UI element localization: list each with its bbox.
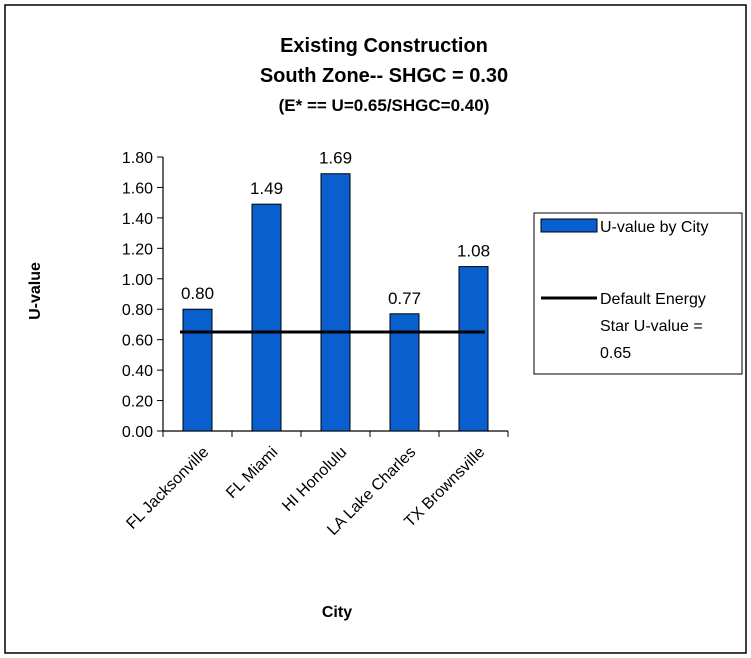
y-tick-label: 0.20 bbox=[122, 394, 153, 411]
y-tick-label: 1.80 bbox=[122, 150, 153, 167]
y-tick-label: 1.60 bbox=[122, 180, 153, 197]
bar bbox=[458, 266, 489, 432]
y-axis-title: U-value bbox=[27, 262, 44, 320]
y-tick-label: 1.20 bbox=[122, 241, 153, 258]
legend-label-reference-3: 0.65 bbox=[600, 345, 631, 362]
legend: U-value by City Default Energy Star U-va… bbox=[533, 212, 743, 375]
legend-swatch-bar bbox=[540, 218, 598, 233]
y-tick-label: 0.80 bbox=[122, 302, 153, 319]
y-tick-label: 0.40 bbox=[122, 363, 153, 380]
bar bbox=[251, 203, 282, 432]
y-tick-label: 0.60 bbox=[122, 333, 153, 350]
legend-label-reference-1: Default Energy bbox=[600, 291, 706, 308]
chart-subtitle: (E* == U=0.65/SHGC=0.40) bbox=[279, 96, 490, 115]
legend-label-reference-2: Star U-value = bbox=[600, 318, 703, 335]
y-tick-label: 0.00 bbox=[122, 424, 153, 441]
data-label: 1.49 bbox=[250, 179, 283, 198]
data-label: 0.80 bbox=[181, 284, 214, 303]
bar bbox=[182, 308, 213, 432]
y-tick-label: 1.40 bbox=[122, 211, 153, 228]
legend-box bbox=[533, 212, 743, 375]
data-label: 1.08 bbox=[457, 242, 490, 261]
y-tick-label: 1.00 bbox=[122, 272, 153, 289]
x-axis-title: City bbox=[322, 604, 352, 621]
data-label: 0.77 bbox=[388, 289, 421, 308]
legend-label-series: U-value by City bbox=[600, 219, 708, 236]
chart-title-line2: South Zone-- SHGC = 0.30 bbox=[260, 65, 508, 87]
bar bbox=[320, 173, 351, 432]
data-label: 1.69 bbox=[319, 149, 352, 168]
chart-title: Existing Construction bbox=[280, 35, 488, 57]
